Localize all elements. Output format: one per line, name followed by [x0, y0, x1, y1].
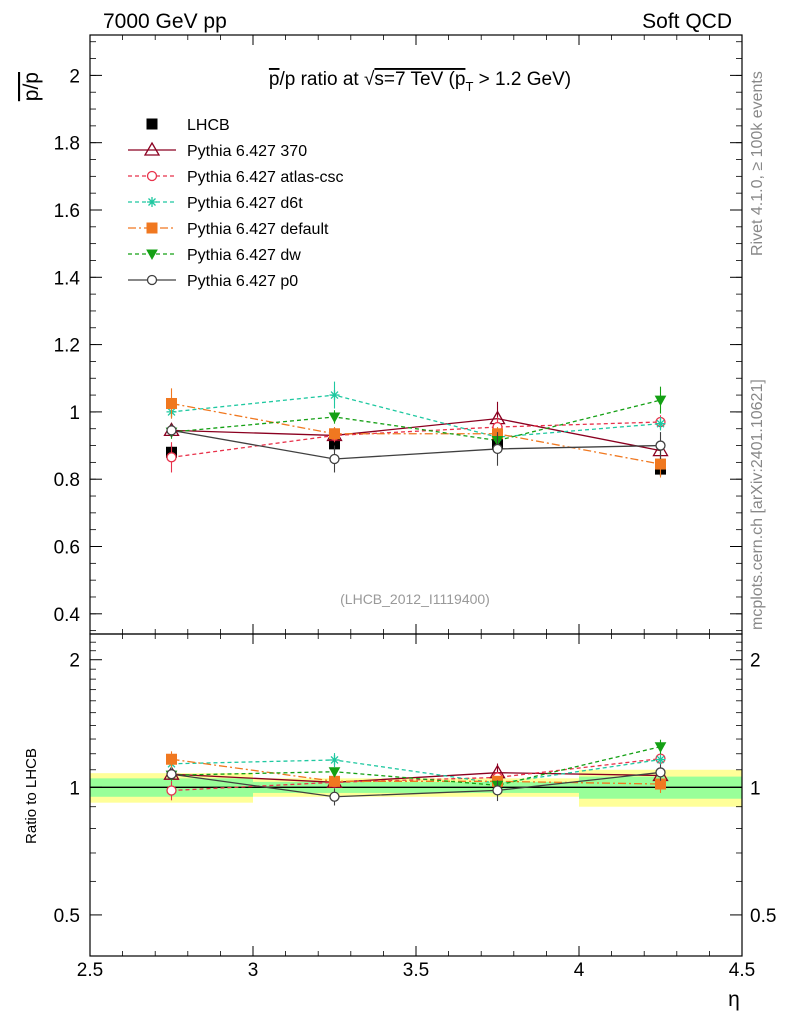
legend-marker-0	[146, 118, 158, 130]
series-3-point-0	[166, 397, 177, 409]
ratio-3-point-0	[166, 753, 177, 765]
ratio-2-point-3	[655, 754, 666, 765]
ratio-line-0	[171, 772, 661, 783]
analysis-id: (LHCB_2012_I1119400)	[340, 591, 490, 607]
series-2-point-3	[655, 418, 666, 429]
x-tick-label-0: 2.5	[77, 960, 103, 981]
ratio-line-5	[171, 771, 661, 798]
y-bottom-tick-label-right-2: 2	[750, 651, 761, 672]
ratio-5-point-2	[492, 785, 503, 796]
legend-marker-6	[146, 274, 158, 286]
y-bottom-tick-label-right-0: 0.5	[750, 906, 776, 927]
rivet-version-label: Rivet 4.1.0, ≥ 100k events	[749, 71, 766, 256]
y-top-tick-label-7: 1.8	[54, 134, 80, 155]
series-line-2	[171, 394, 661, 438]
series-5-point-3	[655, 440, 666, 451]
series-5-point-2	[492, 443, 503, 455]
ratio-line-3	[171, 758, 661, 785]
series-lines	[171, 394, 661, 798]
y-top-tick-label-6: 1.6	[54, 201, 80, 222]
header-right: Soft QCD	[642, 10, 732, 33]
y-bottom-tick-label-right-1: 1	[750, 778, 761, 799]
legend-label-3: Pythia 6.427 d6t	[187, 195, 303, 212]
ratio-1-point-0	[166, 785, 177, 796]
legend: LHCB Pythia 6.427 370 Pythia 6.427 atlas-c…	[128, 117, 344, 290]
ratio-5-point-1	[329, 791, 340, 802]
ratio-5-point-3	[655, 767, 666, 778]
title-mid: /p ratio at	[279, 69, 364, 90]
y-top-tick-label-1: 0.6	[54, 538, 80, 559]
ratio-4-point-3	[654, 742, 667, 753]
series-points	[163, 381, 669, 806]
title-s: s=7 TeV (p	[374, 69, 465, 90]
title-post: > 1.2 GeV)	[473, 69, 571, 90]
series-line-5	[171, 429, 661, 460]
legend-marker-1	[143, 141, 161, 156]
mcplots-url-label: mcplots.cern.ch [arXiv:2401.10621]	[749, 379, 766, 630]
y-top-tick-label-2: 0.8	[54, 470, 80, 491]
legend-marker-2	[146, 170, 158, 182]
legend-label-4: Pythia 6.427 default	[187, 221, 329, 238]
x-axis-label: η	[728, 988, 740, 1011]
x-tick-label-2: 3.5	[403, 960, 429, 981]
axis-ticks	[89, 35, 743, 957]
y-top-tick-label-5: 1.4	[54, 268, 81, 289]
legend-label-0: LHCB	[187, 117, 230, 134]
x-tick-label-4: 4.5	[729, 960, 755, 981]
legend-marker-5	[146, 249, 158, 261]
title-pbar: p	[269, 69, 280, 90]
title-sub: T	[465, 79, 473, 94]
x-tick-label-1: 3	[248, 960, 259, 981]
series-2-point-1	[329, 390, 340, 401]
legend-marker-3	[147, 197, 157, 207]
series-5-point-0	[166, 425, 177, 436]
series-line-4	[171, 399, 661, 442]
series-5-point-1	[329, 453, 340, 465]
series-1-point-0	[166, 452, 177, 463]
series-line-3	[171, 402, 661, 465]
ratio-5-point-0	[166, 769, 177, 780]
y-bottom-tick-label-left-0: 0.5	[54, 906, 80, 927]
ratio-3-point-1	[329, 775, 340, 787]
legend-label-1: Pythia 6.427 370	[187, 143, 307, 160]
series-3-point-3	[655, 458, 666, 470]
y-bottom-tick-label-left-1: 1	[69, 778, 80, 799]
series-line-0	[171, 417, 661, 452]
y-top-tick-label-8: 2	[69, 66, 80, 87]
series-4-point-1	[328, 412, 341, 423]
y-axis-label-bottom: Ratio to LHCB	[23, 748, 40, 844]
y-bottom-tick-label-left-2: 2	[69, 651, 80, 672]
legend-marker-4	[146, 222, 158, 234]
ratio-4-point-1	[328, 767, 341, 778]
legend-label-2: Pythia 6.427 atlas-csc	[187, 169, 344, 186]
header-left: 7000 GeV pp	[103, 10, 227, 33]
title-sqrt: √	[364, 69, 375, 90]
ratio-line-1	[171, 757, 661, 792]
legend-label-5: Pythia 6.427 dw	[187, 247, 301, 264]
chart-title: p/p ratio at √s=7 TeV (pT > 1.2 GeV)	[269, 69, 571, 94]
ratio-line-2	[171, 758, 661, 784]
y-axis-label-top: p/p	[20, 72, 43, 101]
x-tick-label-3: 4	[574, 960, 585, 981]
legend-label-6: Pythia 6.427 p0	[187, 273, 298, 290]
y-top-tick-label-3: 1	[69, 403, 80, 424]
series-3-point-1	[329, 428, 340, 440]
ratio-2-point-1	[329, 754, 340, 765]
series-4-point-3	[654, 395, 667, 407]
y-top-tick-label-0: 0.4	[54, 605, 81, 626]
y-top-tick-label-4: 1.2	[54, 336, 80, 357]
tick-labels: 2.5 3 3.5 4 4.5 0.4 0.6 0.8 1 1.2 1.4 1.6 1.8 2 0.5 0.5…	[54, 66, 777, 981]
series-line-1	[171, 421, 661, 458]
